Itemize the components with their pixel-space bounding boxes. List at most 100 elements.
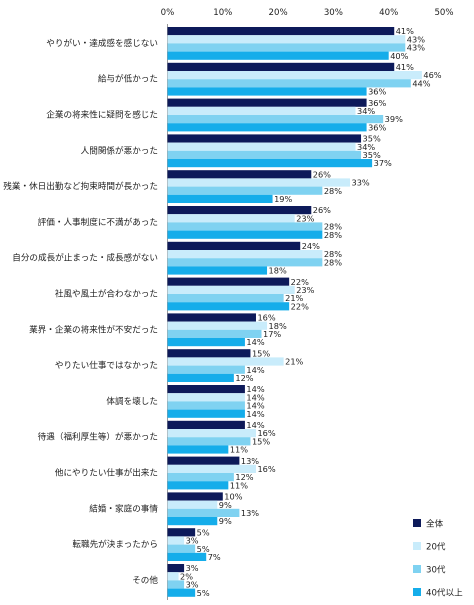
legend-label: 40代以上	[426, 588, 463, 599]
data-label: 43%	[407, 43, 425, 53]
data-label: 43%	[407, 34, 425, 44]
data-label: 19%	[274, 194, 292, 204]
bar	[167, 98, 367, 107]
data-label: 28%	[324, 230, 342, 240]
bar	[167, 473, 234, 482]
bar	[167, 277, 290, 286]
bar	[167, 572, 179, 581]
bar	[167, 241, 301, 250]
bar	[167, 142, 356, 151]
bar	[167, 492, 223, 501]
data-label: 28%	[324, 222, 342, 232]
bar	[167, 429, 256, 438]
data-label: 21%	[285, 357, 303, 367]
bar	[167, 517, 218, 526]
bar	[167, 313, 256, 322]
data-label: 40%	[390, 51, 408, 61]
data-label: 5%	[197, 527, 210, 537]
bar	[167, 134, 362, 143]
bar	[167, 420, 245, 429]
category-label: 企業の将来性に疑問を感じた	[46, 109, 158, 121]
data-label: 46%	[423, 70, 441, 80]
bar	[167, 51, 389, 60]
legend-label: 30代	[426, 565, 446, 576]
bar	[167, 329, 262, 338]
data-label: 14%	[246, 392, 264, 402]
category-label: 給与が低かった	[98, 73, 158, 85]
value-labels: 41%43%43%40%41%46%44%36%36%34%39%36%35%3…	[180, 26, 442, 598]
category-label: 業界・企業の将来性が不安だった	[29, 323, 158, 335]
bar	[167, 250, 323, 259]
data-label: 9%	[219, 500, 232, 510]
data-label: 28%	[324, 257, 342, 267]
data-label: 5%	[197, 588, 210, 598]
data-label: 12%	[235, 472, 253, 482]
bar	[167, 79, 411, 88]
data-label: 35%	[363, 150, 381, 160]
bar	[167, 544, 196, 553]
data-label: 14%	[246, 365, 264, 375]
data-label: 24%	[302, 241, 320, 251]
category-label: 社風や風土が合わなかった	[55, 288, 158, 300]
bar	[167, 373, 234, 382]
data-label: 44%	[412, 78, 430, 88]
legend-label: 全体	[426, 518, 444, 530]
data-label: 18%	[269, 321, 287, 331]
category-label: 転職先が決まったから	[72, 538, 158, 550]
category-label: やりがい・達成感を感じない	[46, 37, 158, 49]
bar	[167, 580, 185, 589]
bar	[167, 464, 256, 473]
data-label: 15%	[252, 436, 270, 446]
data-label: 28%	[324, 186, 342, 196]
bar	[167, 302, 290, 311]
bar	[167, 35, 406, 44]
legend-swatch	[413, 542, 421, 550]
category-label: その他	[132, 574, 158, 586]
category-label: 残業・休日出勤など拘束時間が長かった	[3, 180, 158, 192]
bar	[167, 481, 229, 490]
bars	[167, 27, 422, 597]
bar	[167, 564, 185, 573]
data-label: 14%	[246, 384, 264, 394]
bar	[167, 170, 312, 179]
bar	[167, 365, 245, 374]
x-axis-ticks: 0% 10% 20% 30% 40% 50%	[161, 8, 454, 18]
data-label: 26%	[313, 169, 331, 179]
data-label: 37%	[374, 158, 392, 168]
x-tick-label: 20%	[269, 8, 288, 18]
bar	[167, 71, 422, 80]
bar	[167, 409, 245, 418]
bar	[167, 508, 240, 517]
data-label: 3%	[186, 536, 199, 546]
legend-swatch	[413, 588, 421, 596]
data-label: 28%	[324, 249, 342, 259]
data-label: 3%	[186, 580, 199, 590]
data-label: 13%	[241, 508, 259, 518]
bar	[167, 123, 367, 132]
data-label: 14%	[246, 401, 264, 411]
data-label: 22%	[291, 301, 309, 311]
data-label: 3%	[186, 563, 199, 573]
bar	[167, 285, 295, 294]
bar	[167, 445, 229, 454]
bar	[167, 357, 284, 366]
bar	[167, 536, 185, 545]
bar	[167, 321, 268, 330]
data-label: 11%	[230, 480, 248, 490]
data-label: 41%	[396, 62, 414, 72]
bar	[167, 552, 207, 561]
data-label: 14%	[246, 420, 264, 430]
data-label: 16%	[257, 428, 275, 438]
data-label: 9%	[219, 516, 232, 526]
category-label: 自分の成長が止まった・成長感がない	[12, 252, 158, 264]
data-label: 7%	[208, 552, 221, 562]
data-label: 23%	[296, 213, 314, 223]
data-label: 5%	[197, 544, 210, 554]
data-label: 21%	[285, 293, 303, 303]
bar	[167, 159, 373, 168]
x-tick-label: 50%	[434, 8, 453, 18]
legend-swatch	[413, 565, 421, 573]
bar	[167, 349, 251, 358]
bar	[167, 62, 395, 71]
bar	[167, 27, 395, 36]
